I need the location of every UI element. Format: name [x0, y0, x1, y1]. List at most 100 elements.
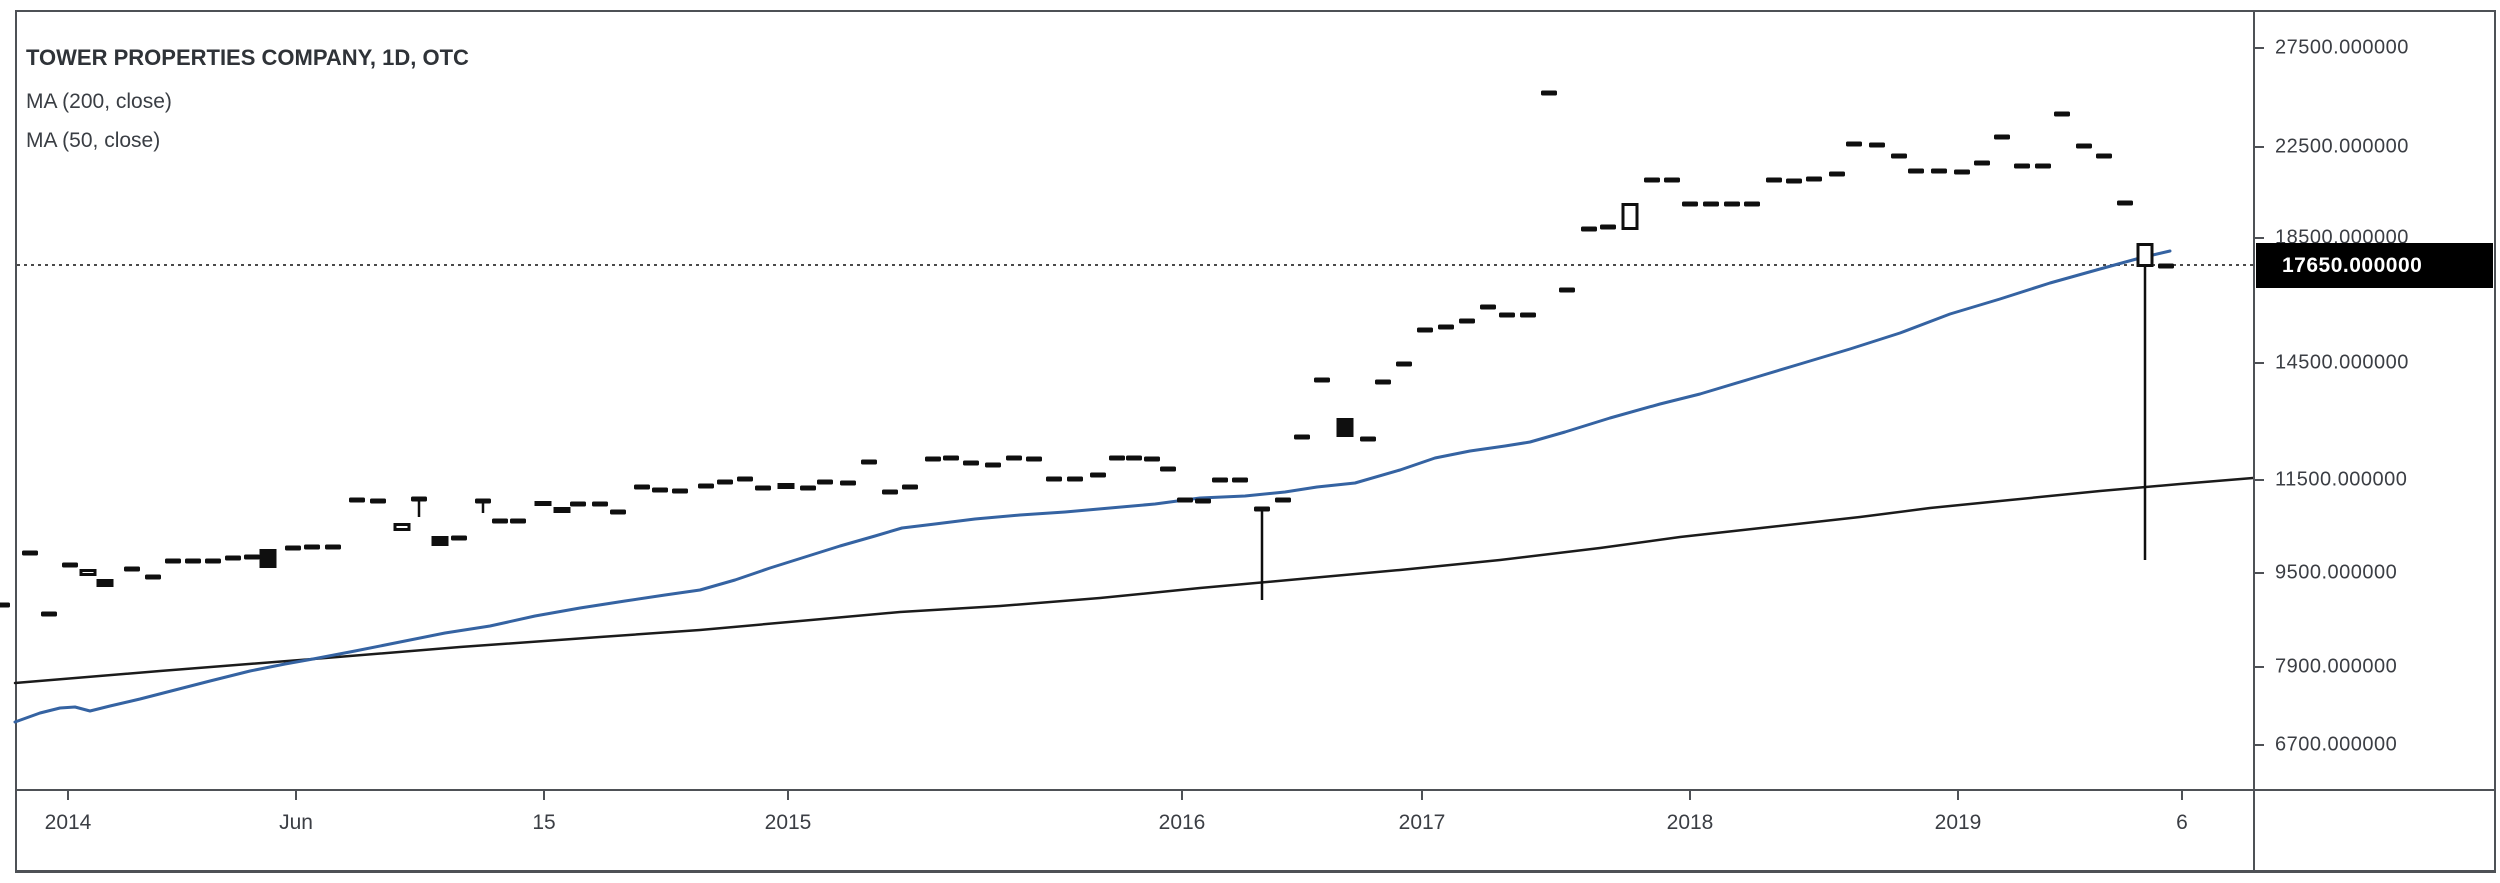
candle: [755, 485, 771, 491]
candle: [225, 555, 241, 561]
candle: [698, 483, 714, 489]
candle: [1144, 456, 1160, 462]
time-axis-label: 2014: [44, 811, 92, 834]
candle: [1459, 318, 1475, 324]
candle: [2076, 143, 2092, 149]
candle: [1375, 379, 1391, 385]
candle: [124, 566, 140, 572]
price-axis-label: 9500.000000: [2275, 561, 2398, 584]
time-axis-label: 15: [532, 811, 556, 834]
ma-200-line: [13, 476, 2255, 685]
candle: [1438, 324, 1454, 330]
candle: [1869, 142, 1885, 148]
time-axis[interactable]: 2014 Jun 15 2015 2016 2017 2018 2019 6: [15, 791, 2496, 873]
candle: [1275, 497, 1291, 503]
candle: [1195, 498, 1211, 504]
price-axis-tick: [2255, 744, 2264, 746]
candle: [1520, 312, 1536, 318]
candle: [2054, 111, 2070, 117]
current-price-label: 17650.000000: [2256, 243, 2493, 288]
time-axis-tick: [1181, 791, 1183, 800]
candle: [717, 479, 733, 485]
time-axis-tick: [787, 791, 789, 800]
candle: [304, 544, 320, 550]
time-axis-label: 2017: [1398, 811, 1446, 834]
candle: [1994, 134, 2010, 140]
candle: [1480, 304, 1496, 310]
time-axis-tick: [543, 791, 545, 800]
chart-title: TOWER PROPERTIES COMPANY, 1D, OTC: [26, 45, 469, 70]
candle: [902, 484, 918, 490]
candle: [1600, 224, 1616, 230]
candle: [882, 489, 898, 495]
candle: [165, 558, 181, 564]
candle: [737, 476, 753, 482]
candle: [817, 479, 833, 485]
candle: [1417, 327, 1433, 333]
price-axis-tick: [2255, 362, 2264, 364]
candle: [41, 611, 57, 617]
candle: [1724, 201, 1740, 207]
candle: [1026, 456, 1042, 462]
candle: [840, 480, 856, 486]
candle: [1891, 153, 1907, 159]
time-axis-label: 2018: [1666, 811, 1714, 834]
candle: [145, 574, 161, 580]
price-axis-label: 7900.000000: [2275, 655, 2398, 678]
candle: [1621, 203, 1639, 230]
candle: [1177, 497, 1193, 503]
candle: [1109, 455, 1125, 461]
candle: [861, 459, 877, 465]
candle: [1314, 377, 1330, 383]
candle: [1664, 177, 1680, 183]
time-axis-label: Jun: [279, 811, 313, 834]
candle: [1499, 312, 1515, 318]
candle: [1931, 168, 1947, 174]
candle: [570, 501, 586, 507]
candle: [451, 535, 467, 541]
candle: [943, 455, 959, 461]
time-axis-tick: [2181, 791, 2183, 800]
candle: [2136, 243, 2154, 267]
candle: [1360, 436, 1376, 442]
candle: [259, 549, 277, 568]
price-axis-tick: [2255, 572, 2264, 574]
time-axis-label: 2019: [1934, 811, 1982, 834]
candle: [1254, 506, 1270, 512]
candle: [492, 518, 508, 524]
candle: [1212, 477, 1228, 483]
candle: [2035, 163, 2051, 169]
candle: [1954, 169, 1970, 175]
candle: [62, 562, 78, 568]
indicator-label-ma200: MA (200, close): [26, 90, 172, 113]
candle: [0, 602, 10, 608]
candle: [475, 498, 491, 504]
indicator-label-ma50: MA (50, close): [26, 129, 161, 152]
candle: [1581, 226, 1597, 232]
candle: [510, 518, 526, 524]
candle: [985, 462, 1001, 468]
price-axis-separator: [2253, 10, 2255, 873]
candle: [925, 456, 941, 462]
candle: [325, 544, 341, 550]
price-axis-label: 11500.000000: [2275, 468, 2408, 491]
candle: [1744, 201, 1760, 207]
price-axis-tick: [2255, 479, 2264, 481]
candle: [244, 554, 260, 560]
candle: [800, 485, 816, 491]
candle: [411, 496, 427, 502]
candle: [2014, 163, 2030, 169]
price-axis-label: 14500.000000: [2275, 351, 2409, 374]
candle: [1846, 141, 1862, 147]
candle: [1806, 176, 1822, 182]
candle: [1160, 466, 1176, 472]
candle: [22, 550, 38, 556]
candle: [205, 558, 221, 564]
candle: [2158, 263, 2174, 269]
chart-frame: [15, 10, 2496, 873]
time-axis-separator: [15, 789, 2496, 791]
candle: [349, 497, 365, 503]
price-axis[interactable]: 27500.000000 22500.000000 18500.000000 1450…: [2255, 10, 2496, 789]
candle: [393, 523, 411, 531]
